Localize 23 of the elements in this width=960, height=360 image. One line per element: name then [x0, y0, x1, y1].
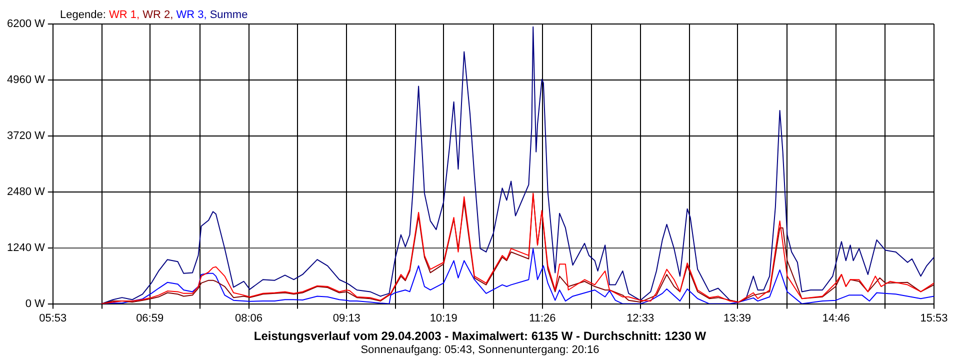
y-tick-label: 2480 W: [6, 186, 46, 198]
y-tick-label: 4960 W: [6, 74, 46, 86]
x-tick-label: 06:59: [136, 312, 164, 324]
x-tick-label: 11:26: [529, 312, 556, 324]
text: Leistungsverlauf vom 29.04.2003 - Maximalwert: 6135 W - Durchschnitt: 1230 W: [252, 329, 708, 343]
text: WR 3,: [176, 9, 208, 21]
x-tick-label: 14:46: [822, 312, 850, 324]
x-tick-label: 12:33: [626, 312, 654, 324]
x-tick-label: 13:39: [723, 312, 752, 324]
y-tick-label: 6200 W: [6, 18, 46, 30]
text: WR 2,: [142, 9, 174, 21]
legend-title: Legende:: [60, 9, 107, 21]
x-tick-label: 09:13: [332, 312, 360, 324]
text: Summe: [210, 9, 248, 21]
text: Sonnenaufgang: 05:43, Sonnenuntergang: 20:16: [360, 344, 600, 356]
y-tick-label: 3720 W: [6, 130, 46, 142]
text: WR 1,: [108, 9, 140, 21]
x-tick-label: 05:53: [39, 312, 67, 324]
y-tick-label: 1240 W: [6, 242, 46, 254]
x-tick-label: 15:53: [920, 312, 948, 324]
y-tick-label: 0 W: [25, 298, 46, 310]
x-tick-label: 10:19: [430, 312, 458, 324]
x-tick-label: 08:06: [235, 312, 263, 324]
